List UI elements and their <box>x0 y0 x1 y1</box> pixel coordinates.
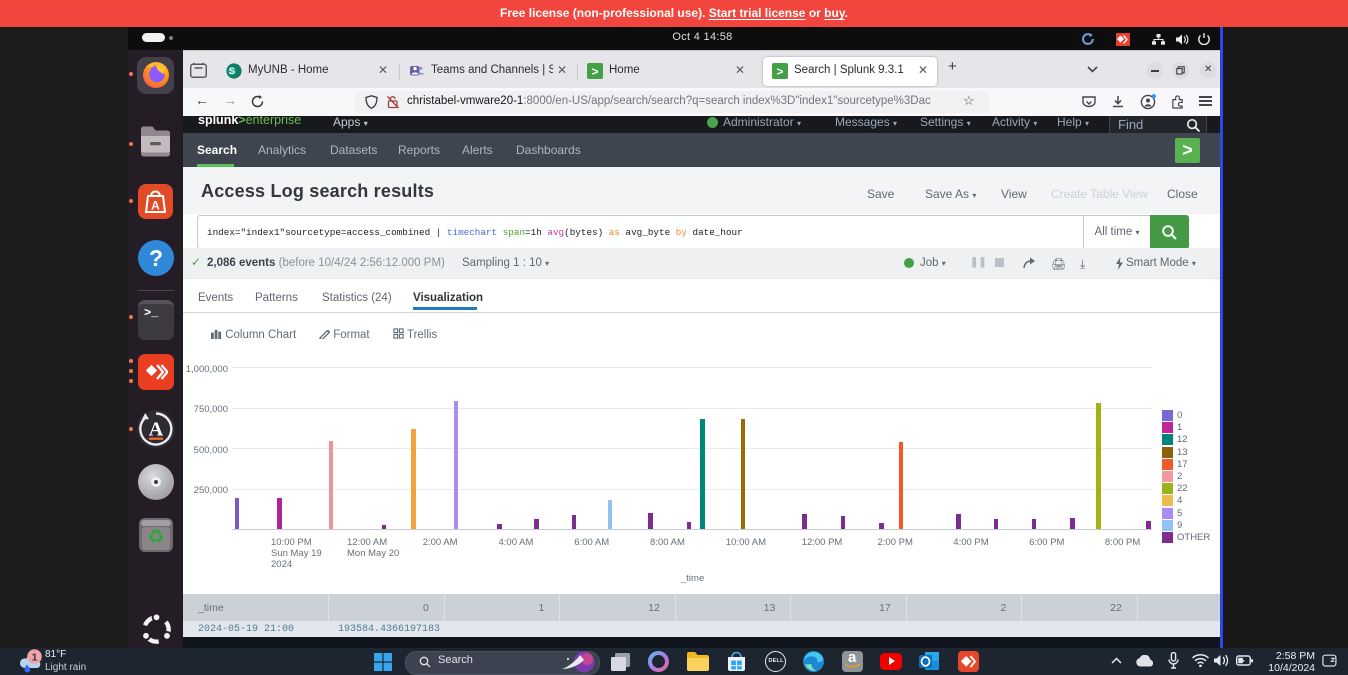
svg-text:A: A <box>151 199 160 213</box>
svg-text:A: A <box>149 419 164 441</box>
svg-text:S: S <box>229 66 235 76</box>
svg-text:>: > <box>776 65 783 79</box>
svg-text:♻: ♻ <box>147 527 164 547</box>
svg-text:1: 1 <box>32 652 38 664</box>
svg-text:>: > <box>591 65 598 79</box>
